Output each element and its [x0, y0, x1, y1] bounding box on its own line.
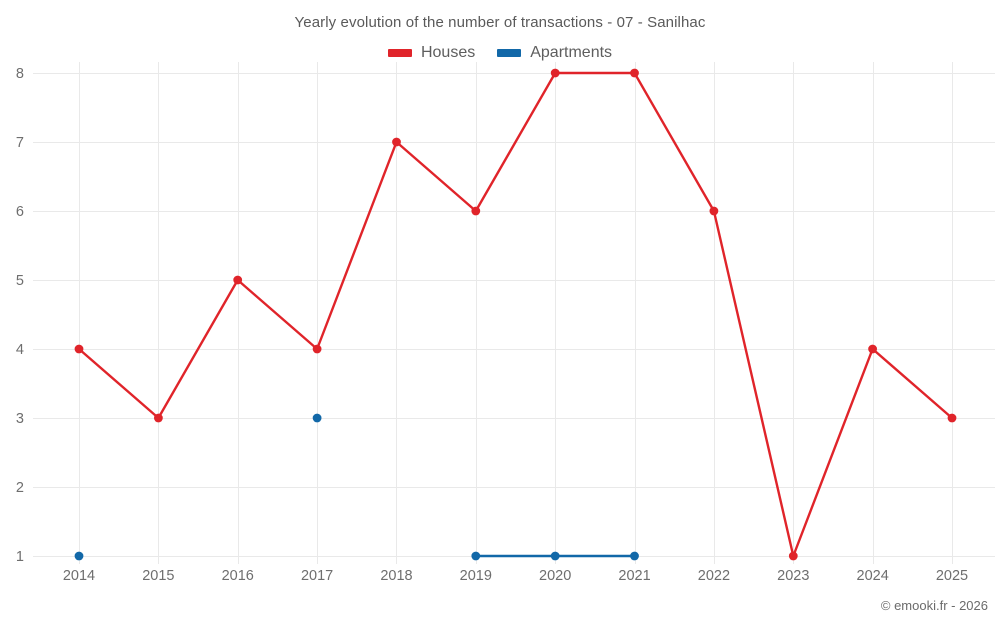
data-point[interactable] — [471, 206, 481, 216]
data-point[interactable] — [947, 413, 957, 423]
data-series-group — [74, 68, 957, 561]
data-point[interactable] — [471, 551, 481, 561]
data-point[interactable] — [868, 344, 877, 354]
data-point[interactable] — [550, 551, 560, 561]
y-tick-label: 3 — [16, 411, 24, 427]
chart-title: Yearly evolution of the number of transa… — [294, 14, 706, 31]
y-axis-tick-labels: 1 2 3 4 5 6 7 8 — [16, 66, 24, 565]
data-point[interactable] — [74, 344, 84, 354]
data-point[interactable] — [312, 413, 322, 423]
x-axis-tick-labels: 2014 2015 2016 2017 2018 2019 2020 2021 2022 2023… — [63, 568, 968, 584]
y-tick-label: 4 — [16, 342, 24, 358]
legend-item-houses[interactable]: Houses — [387, 44, 476, 62]
legend-item-apartments[interactable]: Apartments — [497, 44, 612, 62]
x-gridlines — [79, 62, 953, 564]
data-point[interactable] — [550, 68, 560, 78]
series-houses — [74, 68, 957, 561]
y-tick-label: 5 — [16, 273, 24, 289]
y-tick-label: 1 — [16, 549, 24, 565]
y-tick-label: 8 — [16, 66, 24, 82]
y-tick-label: 7 — [16, 135, 24, 151]
data-point[interactable] — [630, 68, 639, 78]
x-tick-label: 2015 — [142, 568, 174, 584]
legend-label-apartments: Apartments — [530, 44, 613, 61]
x-tick-label: 2021 — [618, 568, 650, 584]
chart-legend: Houses Apartments — [0, 44, 1000, 62]
x-tick-label: 2025 — [936, 568, 968, 584]
legend-swatch-houses — [387, 49, 412, 57]
series-line — [77, 71, 954, 558]
data-point[interactable] — [74, 551, 84, 561]
legend-swatch-apartments — [497, 49, 522, 57]
x-tick-label: 2017 — [301, 568, 333, 584]
x-tick-label: 2019 — [460, 568, 492, 584]
data-point[interactable] — [154, 413, 163, 423]
x-tick-label: 2022 — [698, 568, 730, 584]
y-tick-label: 2 — [16, 480, 24, 496]
footer-credit: © emooki.fr - 2026 — [880, 598, 988, 613]
y-tick-label: 6 — [16, 204, 24, 220]
x-tick-label: 2014 — [63, 568, 95, 584]
x-tick-label: 2020 — [539, 568, 571, 584]
x-tick-label: 2018 — [380, 568, 412, 584]
legend-label-houses: Houses — [420, 44, 476, 61]
data-point[interactable] — [630, 551, 639, 561]
data-point[interactable] — [788, 551, 798, 561]
x-tick-label: 2023 — [777, 568, 809, 584]
data-point[interactable] — [392, 137, 401, 147]
x-tick-label: 2016 — [222, 568, 254, 584]
data-point[interactable] — [233, 275, 243, 285]
x-tick-label: 2024 — [857, 568, 889, 584]
data-point[interactable] — [312, 344, 322, 354]
series-apartments — [74, 413, 639, 561]
data-point[interactable] — [709, 206, 719, 216]
